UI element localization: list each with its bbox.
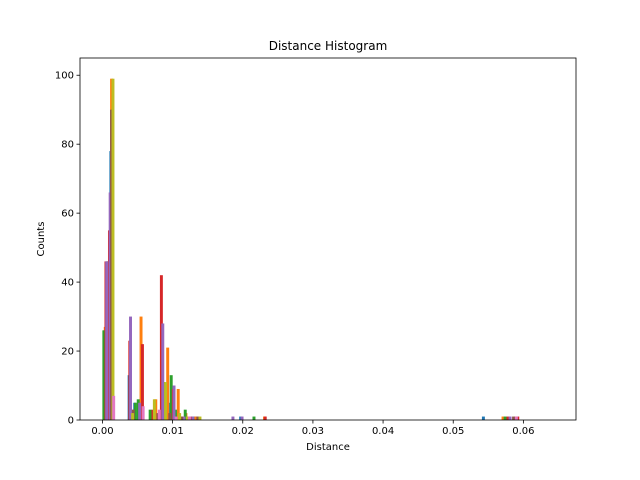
histogram-bar [506, 416, 510, 420]
histogram-bar [191, 416, 195, 420]
histogram-bar [102, 330, 106, 420]
x-tick-label: 0.02 [232, 426, 254, 437]
histogram-bar [111, 78, 115, 420]
histogram-bar [133, 402, 137, 420]
histogram-bar [152, 399, 156, 420]
histogram-bar [182, 416, 186, 420]
histogram-bar [252, 416, 256, 420]
histogram-bar [131, 413, 135, 420]
histogram-bar [129, 316, 132, 420]
histogram-bar [172, 385, 176, 420]
histogram-bar [140, 344, 144, 420]
y-tick-label: 0 [68, 416, 74, 427]
histogram-bar [514, 416, 518, 420]
x-axis-ticks: 0.00 0.01 0.02 0.03 0.04 0.05 0.06 [91, 420, 535, 437]
x-tick-label: 0.03 [302, 426, 324, 437]
histogram-bar [164, 382, 168, 420]
histogram-bar [263, 416, 267, 420]
bars-layer [102, 78, 520, 421]
histogram-bar [503, 416, 507, 420]
histogram-bar [185, 416, 189, 420]
y-tick-label: 60 [61, 209, 74, 220]
y-tick-label: 20 [61, 347, 74, 358]
histogram-bar [194, 416, 198, 420]
histogram-bar [508, 416, 512, 420]
histogram-bar [187, 416, 191, 420]
y-tick-label: 80 [61, 140, 74, 151]
y-tick-label: 100 [55, 71, 74, 82]
histogram-bar [180, 416, 184, 420]
histogram-bar [178, 413, 182, 420]
x-tick-label: 0.05 [442, 426, 464, 437]
histogram-bar [240, 416, 244, 420]
histogram-bar [157, 409, 161, 420]
y-tick-label: 40 [61, 278, 74, 289]
histogram-bar [176, 388, 180, 420]
x-tick-label: 0.06 [512, 426, 534, 437]
histogram-bar [512, 416, 516, 420]
histogram-bar [231, 416, 235, 420]
x-tick-label: 0.01 [161, 426, 183, 437]
histogram-bar [481, 416, 485, 420]
histogram-bar [501, 416, 505, 420]
histogram-bar [141, 406, 145, 420]
x-tick-label: 0.04 [372, 426, 394, 437]
histogram-bar [105, 261, 109, 420]
histogram-bar [168, 413, 172, 420]
y-axis-label: Counts [36, 222, 47, 257]
y-axis-ticks: 0 20 40 60 80 100 [55, 71, 80, 427]
x-tick-label: 0.00 [91, 426, 113, 437]
histogram-bar [112, 395, 116, 420]
histogram-bar [148, 409, 152, 420]
histogram-bar [161, 323, 165, 420]
histogram-bar [174, 416, 178, 420]
histogram-bar [138, 402, 142, 420]
histogram-bar [166, 347, 170, 420]
chart-title: Distance Histogram [269, 39, 388, 53]
histogram-bar [183, 409, 187, 420]
plot-frame [79, 57, 577, 421]
histogram-bar [198, 416, 202, 420]
histogram-bar [169, 375, 173, 420]
x-axis-label: Distance [306, 442, 350, 453]
histogram-bar [196, 416, 200, 420]
